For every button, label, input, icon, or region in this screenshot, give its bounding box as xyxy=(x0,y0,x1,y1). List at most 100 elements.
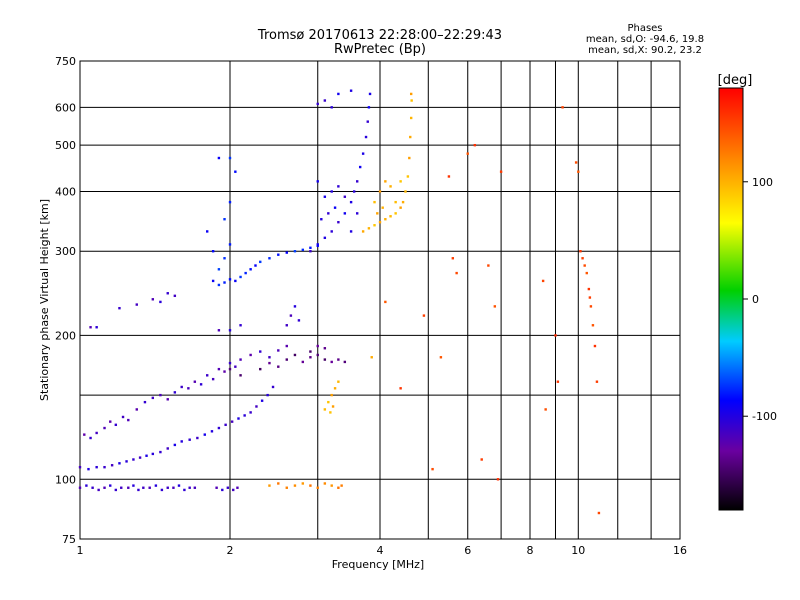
data-point xyxy=(343,212,347,215)
data-point xyxy=(114,423,118,427)
data-point xyxy=(323,358,327,361)
data-point xyxy=(404,190,407,193)
data-point xyxy=(343,195,347,198)
data-point xyxy=(355,212,359,215)
data-point xyxy=(89,436,92,440)
y-axis-label: Stationary phase Virtual Height [km] xyxy=(38,199,51,401)
data-point xyxy=(349,89,353,92)
data-point xyxy=(180,385,183,389)
data-point xyxy=(410,99,413,102)
data-point xyxy=(293,484,297,487)
data-point xyxy=(554,334,557,337)
data-point xyxy=(480,458,483,461)
data-points xyxy=(78,89,601,515)
data-point xyxy=(337,92,340,96)
data-point xyxy=(409,92,413,96)
data-point xyxy=(330,393,333,397)
data-point xyxy=(355,180,359,183)
data-point xyxy=(137,488,140,492)
data-point xyxy=(109,484,112,487)
data-point xyxy=(406,175,410,178)
data-point xyxy=(455,271,458,275)
data-point xyxy=(323,195,327,198)
data-point xyxy=(217,268,221,271)
data-point xyxy=(588,296,592,299)
data-point xyxy=(333,387,337,390)
data-point xyxy=(541,279,545,283)
data-point xyxy=(579,250,582,253)
data-point xyxy=(323,236,327,240)
data-point xyxy=(285,344,288,348)
plot-grid xyxy=(80,61,680,539)
plot-frame xyxy=(79,60,681,540)
data-point xyxy=(323,347,327,350)
data-point xyxy=(585,271,588,275)
data-point xyxy=(409,135,412,139)
data-point xyxy=(381,206,384,209)
data-point xyxy=(277,253,280,256)
data-point xyxy=(327,400,330,404)
data-point xyxy=(373,224,376,227)
data-point xyxy=(166,447,169,450)
data-point xyxy=(211,279,215,283)
data-point xyxy=(109,420,112,423)
data-point xyxy=(367,106,371,109)
data-point xyxy=(577,170,580,173)
data-point xyxy=(228,156,232,160)
stats-line-x: mean, sd,X: 90.2, 23.2 xyxy=(588,45,702,56)
data-point xyxy=(166,292,169,295)
data-point xyxy=(323,99,327,102)
data-point xyxy=(316,102,319,106)
data-point xyxy=(409,116,413,120)
data-point xyxy=(293,250,297,253)
data-point xyxy=(370,356,373,359)
y-tick-label: 300 xyxy=(55,245,76,258)
data-point xyxy=(228,361,232,365)
data-point xyxy=(473,143,477,147)
data-point xyxy=(352,190,356,193)
x-tick-label: 16 xyxy=(673,544,687,557)
data-point xyxy=(367,227,371,230)
data-point xyxy=(97,488,100,492)
data-point xyxy=(211,250,215,253)
data-point xyxy=(244,271,247,275)
data-point xyxy=(217,329,221,332)
data-point xyxy=(151,396,155,400)
data-point xyxy=(349,200,353,204)
y-tick-label: 75 xyxy=(62,533,76,546)
data-point xyxy=(320,218,323,221)
data-point xyxy=(330,484,333,487)
stats-line-o: mean, sd,O: -94.6, 19.8 xyxy=(586,34,704,45)
data-point xyxy=(249,268,252,271)
data-point xyxy=(110,464,114,467)
data-point xyxy=(394,212,397,215)
x-tick-label: 2 xyxy=(227,544,234,557)
data-point xyxy=(151,452,155,456)
x-tick-label: 1 xyxy=(77,544,84,557)
data-point xyxy=(285,324,288,327)
data-point xyxy=(439,356,443,359)
data-point xyxy=(327,212,330,215)
data-point xyxy=(399,206,402,209)
data-point xyxy=(221,488,224,492)
data-point xyxy=(293,305,297,308)
data-point xyxy=(268,484,271,487)
y-tick-label: 100 xyxy=(55,473,76,486)
data-point xyxy=(228,367,232,371)
data-point xyxy=(259,350,262,353)
data-point xyxy=(217,426,221,430)
stats-heading: Phases xyxy=(627,23,662,34)
data-point xyxy=(217,156,221,160)
data-point xyxy=(487,264,490,267)
data-point xyxy=(301,482,305,485)
y-tick-label: 200 xyxy=(55,329,76,342)
data-point xyxy=(309,356,312,359)
data-point xyxy=(378,190,382,193)
x-tick-label: 6 xyxy=(464,544,471,557)
colorbar-tick-label: 0 xyxy=(752,293,759,306)
data-point xyxy=(343,360,347,364)
data-point xyxy=(337,221,340,224)
data-point xyxy=(595,380,599,383)
y-tick-label: 500 xyxy=(55,139,76,152)
data-point xyxy=(373,200,376,204)
